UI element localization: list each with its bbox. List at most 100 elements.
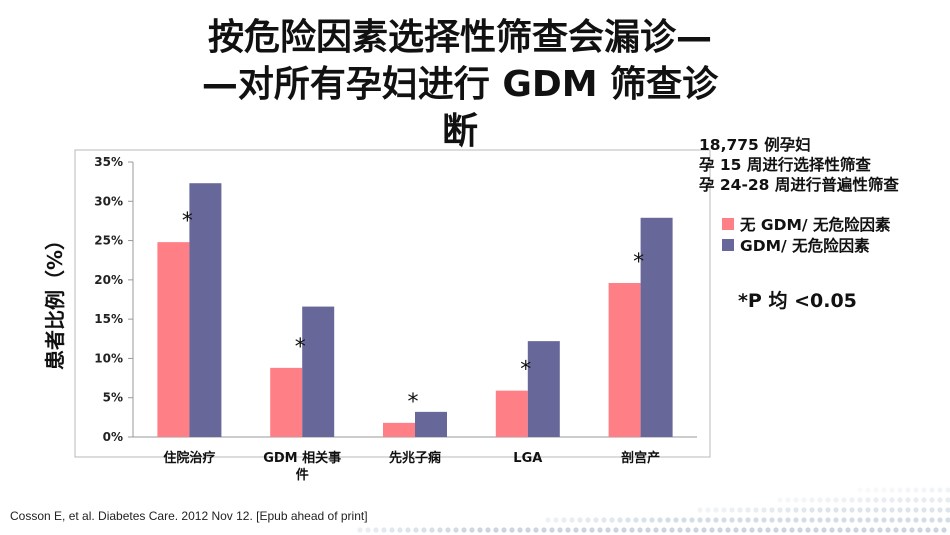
decor-dot bbox=[517, 527, 523, 533]
decor-dot bbox=[909, 527, 915, 533]
decor-dot bbox=[833, 507, 839, 513]
significance-note: *P 均 <0.05 bbox=[738, 290, 857, 312]
decor-dot bbox=[701, 527, 707, 533]
decor-dot bbox=[865, 487, 871, 493]
note-line: 18,775 例孕妇 bbox=[699, 136, 811, 154]
decor-dot bbox=[929, 487, 935, 493]
decor-dot bbox=[625, 517, 631, 523]
decor-dot bbox=[845, 527, 851, 533]
decor-dot bbox=[373, 527, 379, 533]
decor-dot bbox=[921, 497, 927, 503]
decor-dot bbox=[945, 507, 950, 513]
significance-star: * bbox=[408, 390, 419, 415]
decor-dot bbox=[777, 517, 783, 523]
decor-dot bbox=[745, 507, 751, 513]
decor-dot bbox=[817, 497, 823, 503]
decor-dot bbox=[945, 517, 950, 523]
decor-dot bbox=[821, 527, 827, 533]
decor-dot bbox=[589, 527, 595, 533]
decor-dot bbox=[413, 527, 419, 533]
decor-dot bbox=[381, 527, 387, 533]
decor-dot bbox=[653, 527, 659, 533]
note-line: 孕 24-28 周进行普遍性筛查 bbox=[699, 176, 899, 194]
decor-dot bbox=[793, 497, 799, 503]
decor-dot bbox=[925, 527, 931, 533]
decor-dot bbox=[885, 527, 891, 533]
y-tick-label: 5% bbox=[103, 391, 123, 405]
decor-dot bbox=[717, 527, 723, 533]
decor-dot bbox=[945, 497, 950, 503]
citation: Cosson E, et al. Diabetes Care. 2012 Nov… bbox=[10, 509, 368, 523]
significance-star: * bbox=[633, 250, 644, 275]
x-tick-label: 住院治疗 bbox=[163, 450, 215, 466]
decor-dot bbox=[825, 517, 831, 523]
decor-dot bbox=[709, 527, 715, 533]
decor-dot bbox=[469, 527, 475, 533]
decor-dot bbox=[893, 527, 899, 533]
decor-dot bbox=[881, 507, 887, 513]
decor-dot bbox=[545, 517, 551, 523]
decor-dot bbox=[741, 527, 747, 533]
decor-dot bbox=[569, 517, 575, 523]
decor-dot bbox=[789, 527, 795, 533]
decor-dot bbox=[841, 507, 847, 513]
decor-dot bbox=[685, 527, 691, 533]
y-tick-label: 0% bbox=[103, 430, 123, 444]
decor-dot bbox=[897, 497, 903, 503]
decor-dot bbox=[461, 527, 467, 533]
decor-dot bbox=[857, 507, 863, 513]
decor-dot bbox=[737, 517, 743, 523]
decor-dot bbox=[873, 517, 879, 523]
decor-dot bbox=[937, 497, 943, 503]
decor-dot bbox=[581, 527, 587, 533]
decor-dot bbox=[697, 517, 703, 523]
decor-dot bbox=[641, 517, 647, 523]
decor-dot bbox=[921, 507, 927, 513]
decor-dot bbox=[645, 527, 651, 533]
decor-dot bbox=[557, 527, 563, 533]
legend-swatch bbox=[722, 217, 734, 230]
decor-dot bbox=[601, 517, 607, 523]
decor-dot bbox=[769, 517, 775, 523]
decor-dot bbox=[897, 507, 903, 513]
decor-dot bbox=[357, 527, 363, 533]
decor-dot bbox=[905, 487, 911, 493]
x-tick-label: 剖宫产 bbox=[621, 450, 660, 466]
decor-dot bbox=[785, 507, 791, 513]
decor-dot bbox=[729, 517, 735, 523]
decor-dot bbox=[905, 517, 911, 523]
decor-dot bbox=[793, 507, 799, 513]
decor-dot bbox=[881, 487, 887, 493]
decor-dot bbox=[801, 507, 807, 513]
decor-dot bbox=[765, 527, 771, 533]
decor-dot bbox=[749, 527, 755, 533]
decor-dot bbox=[913, 507, 919, 513]
title-line: —对所有孕妇进行 GDM 筛查诊 bbox=[201, 64, 719, 105]
decor-dot bbox=[857, 497, 863, 503]
decor-dot bbox=[929, 517, 935, 523]
decor-dot bbox=[801, 517, 807, 523]
legend-label: 无 GDM/ 无危险因素 bbox=[740, 215, 891, 234]
decor-dot bbox=[873, 497, 879, 503]
decor-dot bbox=[705, 517, 711, 523]
decor-dot bbox=[605, 527, 611, 533]
decor-dot bbox=[929, 497, 935, 503]
decor-dot bbox=[937, 487, 943, 493]
decor-dot bbox=[533, 527, 539, 533]
decor-dot bbox=[665, 517, 671, 523]
decor-dot bbox=[929, 507, 935, 513]
chart-frame bbox=[74, 149, 711, 458]
decor-dot bbox=[809, 497, 815, 503]
decor-dot bbox=[877, 527, 883, 533]
decor-dot bbox=[881, 517, 887, 523]
decor-dot bbox=[865, 517, 871, 523]
decor-dot bbox=[825, 507, 831, 513]
decor-dot bbox=[705, 507, 711, 513]
legend-swatch bbox=[722, 238, 734, 251]
decor-dot bbox=[553, 517, 559, 523]
decor-dot bbox=[613, 527, 619, 533]
decor-dot bbox=[781, 527, 787, 533]
decor-dot bbox=[773, 527, 779, 533]
decor-dot bbox=[801, 497, 807, 503]
